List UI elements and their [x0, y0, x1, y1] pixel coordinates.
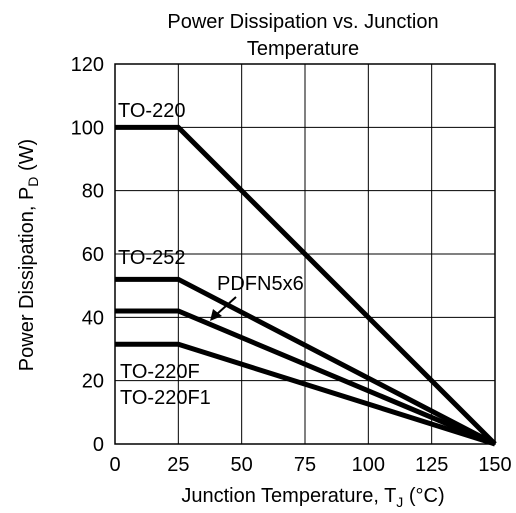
series-line-to-220f — [115, 341, 496, 447]
label-pdfn5x6: PDFN5x6 — [217, 273, 304, 295]
chart-title-line-1: Power Dissipation vs. Junction — [167, 11, 438, 33]
x-tick-label: 125 — [415, 454, 448, 476]
pdfn5x6-arrow — [210, 296, 237, 321]
chart-title-line-2: Temperature — [247, 38, 359, 60]
x-tick-label: 150 — [478, 454, 511, 476]
series-line-to-252 — [115, 276, 497, 447]
label-to-220: TO-220 — [118, 100, 185, 122]
y-tick-label: 120 — [71, 54, 104, 76]
x-tick-label: 25 — [167, 454, 189, 476]
y-tick-label: 0 — [93, 434, 104, 456]
x-tick-label: 100 — [352, 454, 385, 476]
plot-frame — [114, 63, 496, 445]
y-tick-label: 40 — [82, 307, 104, 329]
label-to-252: TO-252 — [118, 247, 185, 269]
x-tick-label: 75 — [294, 454, 316, 476]
y-tick-label: 100 — [71, 117, 104, 139]
y-tick-label: 60 — [82, 244, 104, 266]
series-line-pdfn5x6 — [115, 308, 496, 447]
label-to-220f: TO-220F — [120, 361, 200, 383]
series-lines — [115, 124, 497, 447]
series-line-to-220 — [115, 124, 497, 446]
x-tick-labels: 0 25 50 75 100 125 150 — [109, 454, 511, 476]
y-tick-labels: 0 20 40 60 80 100 120 — [71, 54, 104, 456]
y-tick-label: 20 — [82, 371, 104, 393]
y-axis-label: Power Dissipation, PD (W) — [16, 139, 41, 371]
grid-lines — [115, 64, 495, 444]
label-to-220f1: TO-220F1 — [120, 387, 211, 409]
y-tick-label: 80 — [82, 181, 104, 203]
x-tick-label: 50 — [231, 454, 253, 476]
x-axis-label: Junction Temperature, TJ (°C) — [181, 485, 444, 510]
x-tick-label: 0 — [109, 454, 120, 476]
